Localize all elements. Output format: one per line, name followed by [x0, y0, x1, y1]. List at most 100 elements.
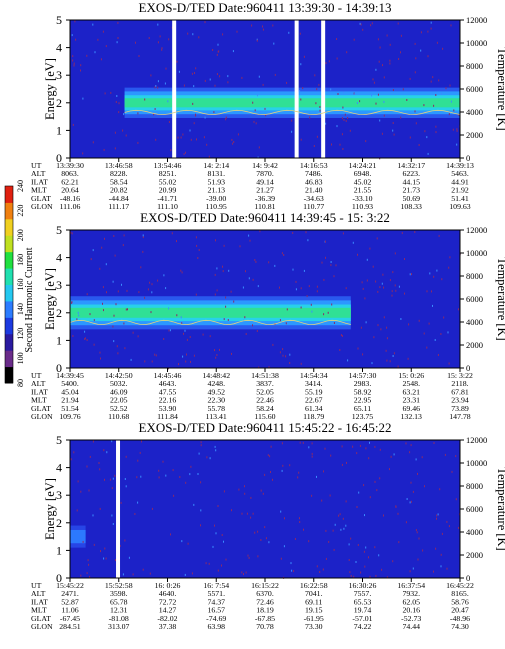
panel-3-noise-105 [410, 481, 412, 484]
panel-1-noise-74 [185, 151, 186, 154]
panel-2-noise-116 [333, 275, 335, 278]
panel-2-noise-146 [248, 234, 250, 237]
panel-3-noise-130 [200, 524, 201, 527]
panel-3-ytick-0: 0 [56, 571, 62, 585]
panel-2-noise-81 [400, 318, 402, 320]
panel-1-noise-215 [400, 34, 402, 37]
panel-1-noise-132 [420, 31, 422, 34]
panel-2-noise-169 [392, 271, 394, 274]
panel-3-noise-228 [247, 554, 249, 557]
panel-3-noise-92 [125, 485, 127, 488]
panel-3-noise-195 [215, 449, 217, 452]
panel-3-noise-43 [184, 573, 186, 576]
panel-1-noise-129 [371, 22, 373, 25]
panel-2-row-glat-7: 69.46 [402, 404, 420, 413]
panel-3-row-glat-8: -48.96 [450, 614, 470, 623]
panel-1-noise-124 [258, 146, 260, 149]
panel-1-noise-61 [389, 59, 391, 62]
panel-2-noise-168 [397, 365, 399, 368]
panel-2-noise-115 [182, 355, 184, 358]
panel-2-noise-11 [225, 305, 227, 308]
panel-1-noise-25 [286, 81, 288, 84]
panel-1-noise-147 [118, 102, 120, 105]
panel-3-row-glat-0: -67.45 [60, 614, 80, 623]
panel-3-row-label-glat: GLAT [31, 614, 51, 623]
panel-1-noise-218 [209, 78, 211, 81]
panel-3-noise-132 [418, 537, 420, 540]
panel-2-noise-220 [249, 239, 251, 242]
panel-1-y2tick-5: 10000 [466, 38, 487, 48]
panel-1-noise-143 [258, 75, 260, 78]
panel-2-noise-173 [130, 358, 132, 361]
panel-1-noise-204 [314, 74, 316, 77]
panel-2-noise-119 [193, 354, 195, 357]
panel-1-noise-26 [328, 60, 330, 63]
panel-3-noise-257 [86, 572, 88, 575]
panel-3-row-mlt-4: 18.19 [256, 606, 274, 615]
panel-3-noise-103 [365, 546, 367, 549]
panel-1-noise-172 [189, 129, 191, 132]
panel-3-noise-6 [341, 445, 343, 448]
panel-3-noise-44 [444, 453, 446, 456]
panel-1-row-glat-0: -48.16 [60, 194, 80, 203]
panel-2-noise-124 [101, 246, 103, 249]
panel-2-noise-170 [123, 234, 125, 237]
panel-1-row-glat-2: -41.71 [157, 194, 177, 203]
panel-1-noise-173 [192, 102, 194, 105]
panel-2-row-ut-1: 14:42:50 [105, 371, 133, 380]
panel-3-row-ilat-3: 74.37 [207, 597, 225, 606]
colorbar-segment-10 [5, 202, 13, 220]
panel-1-noise-121 [100, 58, 102, 61]
panel-2-noise-121 [274, 264, 276, 267]
panel-3-ytick-2: 2 [56, 516, 62, 530]
panel-2-noise-106 [385, 349, 387, 352]
panel-3-noise-145 [200, 481, 202, 484]
panel-3-row-ilat-5: 69.11 [305, 597, 322, 606]
panel-3-noise-20 [435, 547, 437, 550]
panel-1-noise-226 [356, 102, 358, 104]
panel-2-noise-247 [196, 244, 198, 247]
panel-1-noise-205 [418, 144, 420, 146]
panel-3-noise-175 [140, 475, 142, 478]
panel-3-noise-184 [92, 514, 94, 517]
panel-2-y2tick-5: 10000 [466, 248, 487, 258]
panel-2-noise-231 [180, 269, 182, 272]
panel-3-y2tick-3: 6000 [466, 504, 483, 514]
panel-1-noise-77 [375, 102, 377, 105]
panel-2-row-mlt-4: 22.46 [256, 396, 274, 405]
panel-1-noise-183 [422, 111, 424, 114]
panel-2-noise-227 [228, 269, 230, 272]
panel-2-noise-233 [306, 295, 308, 298]
panel-1-noise-36 [190, 138, 192, 141]
panel-2-y2tick-2: 4000 [466, 317, 483, 327]
panel-1-noise-254 [353, 38, 355, 41]
panel-2-noise-25 [77, 311, 79, 314]
panel-2-noise-230 [71, 232, 73, 235]
panel-2-noise-193 [216, 289, 218, 292]
colorbar-segment-2 [5, 333, 13, 351]
panel-1-noise-227 [154, 108, 156, 110]
panel-1-row-glat-6: -33.10 [352, 194, 372, 203]
panel-2-noise-110 [257, 285, 259, 288]
panel-3-noise-203 [112, 523, 114, 525]
panel-3-row-glat-7: -52.73 [401, 614, 421, 623]
panel-3-noise-27 [87, 559, 89, 562]
panel-3-noise-1 [221, 564, 222, 567]
panel-3-noise-66 [98, 462, 100, 464]
panel-3-row-label-ut: UT [31, 581, 42, 590]
colorbar-segment-7 [5, 251, 13, 269]
colorbar-tick-6: 200 [16, 229, 25, 241]
panel-2-noise-69 [227, 319, 229, 321]
panel-3-noise-194 [245, 571, 247, 574]
panel-3-noise-247 [358, 491, 360, 494]
panel-1-noise-206 [273, 42, 275, 45]
panel-1-noise-52 [204, 21, 206, 24]
panel-3-noise-123 [248, 556, 250, 559]
panel-3-noise-40 [322, 568, 324, 571]
panel-2-noise-101 [279, 351, 281, 354]
panel-3-noise-87 [252, 512, 254, 515]
panel-1-noise-225 [213, 111, 215, 114]
panel-2-noise-242 [441, 278, 443, 281]
panel-1-y2tick-4: 8000 [466, 61, 483, 71]
panel-1-noise-107 [379, 119, 381, 122]
